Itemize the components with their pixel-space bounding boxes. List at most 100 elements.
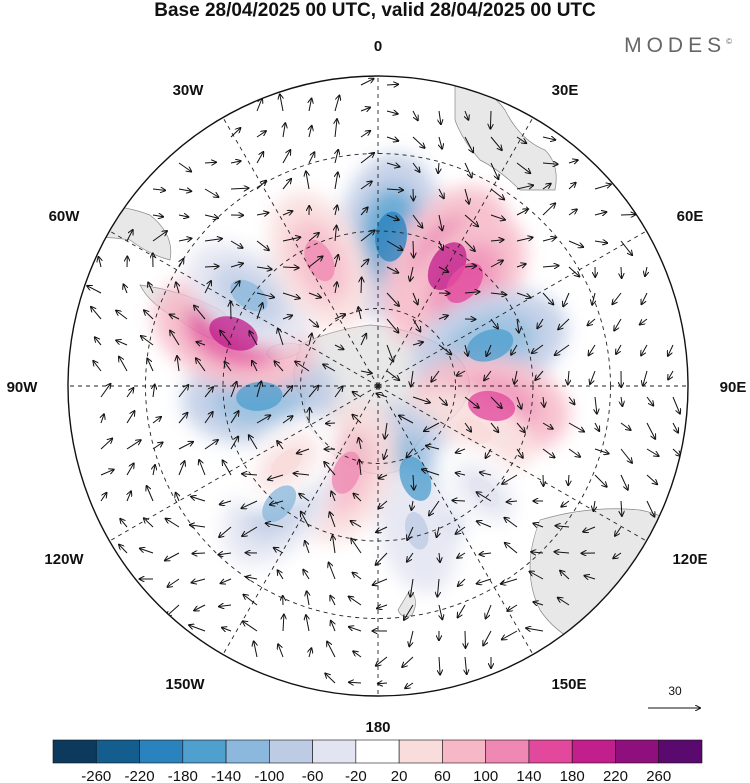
wind-arrow [309,648,311,658]
brand-text: MODES [624,34,727,57]
wind-arrow [256,152,263,164]
wind-arrow [402,656,414,667]
wind-arrow [464,292,480,293]
lon-label-60e: 60E [677,208,704,225]
wind-arrow [490,240,504,241]
wind-arrow [282,292,300,298]
wind-arrow [411,500,413,510]
wind-arrow [178,238,192,241]
wind-arrow [204,215,218,218]
wind-arrow [282,386,292,398]
wind-arrow [645,266,647,276]
wind-arrow [192,553,206,554]
wind-arrow [646,500,654,517]
wind-arrow [256,267,272,269]
wind-arrow [555,344,570,355]
lon-label-180: 180 [365,719,390,736]
wind-arrow [100,439,112,450]
wind-arrow [334,386,343,398]
wind-arrow [152,189,165,190]
wind-arrow [514,370,517,384]
wind-arrow [384,448,387,459]
wind-arrow [410,578,413,597]
wind-arrow [204,162,216,163]
wind-arrow [378,500,388,508]
wind-arrow [530,572,544,580]
colorbar-tick-label: -220 [125,768,155,783]
wind-arrow [283,123,285,138]
wind-arrow [407,552,414,562]
wind-arrow [379,475,388,479]
wind-arrow [100,384,110,398]
wind-arrow [189,625,206,632]
wind-arrow [170,331,180,346]
wind-arrow [309,334,312,346]
wind-arrow [407,526,414,540]
wind-arrow [178,461,185,476]
wind-arrow [412,214,422,228]
wind-arrow [568,422,584,432]
wind-arrow [583,526,596,532]
wind-arrow [531,552,544,553]
wind-arrow [282,416,293,424]
wind-arrow [309,408,310,424]
wind-arrow [568,396,575,404]
wind-arrow [558,318,570,329]
wind-arrow [194,306,206,320]
wind-arrow [412,136,425,148]
wind-arrow [464,214,478,226]
meridian-line [377,385,647,542]
wind-arrow [360,334,366,346]
wind-arrow [465,344,468,356]
wind-arrow [464,266,476,267]
colorbar-tick-label: 260 [646,768,671,783]
anomaly-cell-core [469,477,499,507]
wind-arrow [386,84,398,85]
wind-arrow [360,230,375,242]
wind-arrow [256,303,263,320]
wind-arrow [422,469,440,476]
wind-arrow [349,682,362,683]
colorbar-swatch [658,739,703,764]
wind-arrow [361,278,362,294]
wind-arrow [178,385,188,398]
wind-arrow [256,131,266,138]
map-title: Base 28/04/2025 00 UTC, valid 28/04/2025… [154,0,596,21]
wind-arrow [595,422,599,431]
wind-arrow [542,137,555,140]
wind-arrow [490,188,504,199]
wind-arrow [592,292,595,305]
wind-arrow [152,417,161,424]
wind-arrow [588,318,596,325]
wind-arrow [439,604,442,619]
wind-arrow [360,260,369,268]
wind-arrow [334,345,344,349]
wind-arrow [484,370,492,380]
wind-arrow [568,240,583,247]
colorbar-tick-label: -180 [168,768,198,783]
wind-arrow [360,108,370,112]
wind-arrow [568,370,569,384]
wind-arrow [620,240,632,255]
wind-arrow [668,344,674,356]
wind-arrow [589,344,596,355]
wind-arrow [360,208,368,216]
wind-arrow [594,212,606,215]
wind-arrow [360,371,372,373]
wind-arrow [490,214,505,220]
wind-arrow [413,474,414,490]
wind-arrow [306,615,309,632]
wind-arrow [360,79,374,86]
lon-label-90w: 90W [7,379,39,396]
wind-arrow [438,188,444,198]
wind-arrow [349,627,362,632]
wind-arrow [555,552,570,553]
wind-arrow [568,448,580,457]
wind-arrow [615,526,622,536]
meridian-line [222,385,379,655]
wind-arrow [204,412,213,424]
wind-arrow [404,604,414,620]
wind-arrow [178,162,191,172]
wind-arrow [386,370,399,380]
wind-arrow [457,552,466,558]
